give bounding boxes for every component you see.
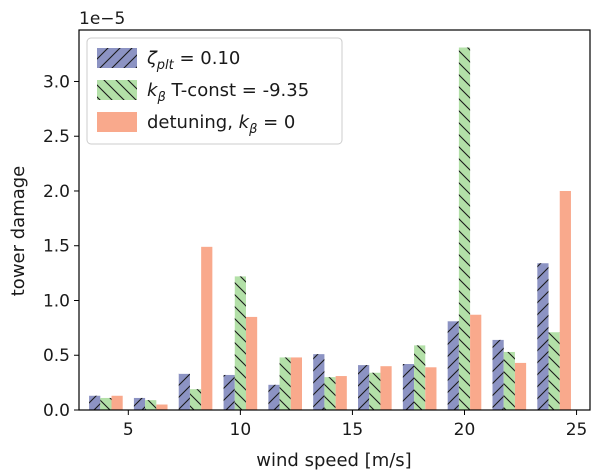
bar-hatch-zeta-plt-18 [402,364,415,410]
bar-hatch-zeta-plt-12 [268,384,280,410]
bar-hatch-zeta-plt-10 [223,374,235,410]
bar-detuning-20 [470,314,482,410]
y-axis-label: tower damage [8,166,29,297]
bar-hatch-zeta-plt-4 [89,395,101,410]
bar-hatch-k-beta-tconst-14 [324,377,336,410]
x-tick-label-15: 15 [342,420,364,440]
bar-hatch-zeta-plt-14 [313,354,325,410]
bar-hatch-k-beta-tconst-10 [234,276,246,410]
bar-hatch-k-beta-tconst-4 [100,397,112,410]
y-tick-label-2: 2.0 [43,182,70,202]
x-tick-label-5: 5 [123,420,134,440]
y-tick-label-3: 3.0 [43,72,70,92]
bar-hatch-zeta-plt-24 [537,263,549,410]
bar-hatch-k-beta-tconst-18 [414,345,426,410]
y-tick-label-0.5: 0.5 [43,346,70,366]
bar-hatch-k-beta-tconst-8 [189,389,202,410]
bar-hatch-k-beta-tconst-12 [279,357,291,410]
bar-detuning-4 [111,395,123,410]
y-offset-label: 1e−5 [79,9,125,29]
bars-group [89,47,571,411]
y-tick-label-1.5: 1.5 [43,237,70,257]
bar-hatch-k-beta-tconst-24 [548,332,560,410]
legend-swatch-hatch-k-beta-tconst [97,80,137,100]
y-tick-label-1: 1.0 [43,291,70,311]
legend-label-k-beta-tconst: kβ T-const = -9.35 [147,80,309,105]
x-tick-label-10: 10 [230,420,252,440]
bar-hatch-k-beta-tconst-22 [503,351,515,410]
bar-detuning-10 [245,316,258,410]
x-tick-label-25: 25 [566,420,588,440]
legend: ζplt = 0.10 kβ T-const = -9.35 detuning, k… [86,37,343,145]
bar-detuning-8 [201,246,213,410]
bar-detuning-14 [335,376,347,410]
bar-detuning-6 [156,404,168,410]
legend-label-zeta-plt: ζplt = 0.10 [146,48,240,73]
bar-hatch-zeta-plt-6 [133,397,146,410]
bar-hatch-zeta-plt-8 [178,373,190,410]
bar-hatch-zeta-plt-22 [492,339,504,410]
bar-detuning-12 [290,357,303,410]
bar-hatch-k-beta-tconst-6 [145,400,157,410]
y-tick-label-0: 0.0 [43,401,70,421]
legend-box [86,37,343,145]
bar-hatch-k-beta-tconst-20 [458,47,471,411]
bar-detuning-24 [559,190,571,410]
x-tick-label-20: 20 [454,420,476,440]
legend-swatch-detuning [97,112,137,132]
bar-detuning-18 [425,367,437,410]
axes-group: 5 10 15 20 25 0.0 0.5 1.0 1.5 2.0 2.5 3.0 [43,29,591,440]
legend-label-detuning: detuning, kβ = 0 [147,112,295,137]
bar-detuning-16 [380,366,392,410]
bar-hatch-zeta-plt-16 [358,365,370,410]
plot-frame [78,29,591,411]
bar-hatch-zeta-plt-20 [447,321,459,410]
bar-detuning-22 [514,362,527,410]
bar-hatch-k-beta-tconst-16 [369,372,381,410]
y-tick-label-2.5: 2.5 [43,127,70,147]
x-axis-label: wind speed [m/s] [256,450,411,471]
legend-swatch-hatch-zeta-plt [97,48,137,68]
